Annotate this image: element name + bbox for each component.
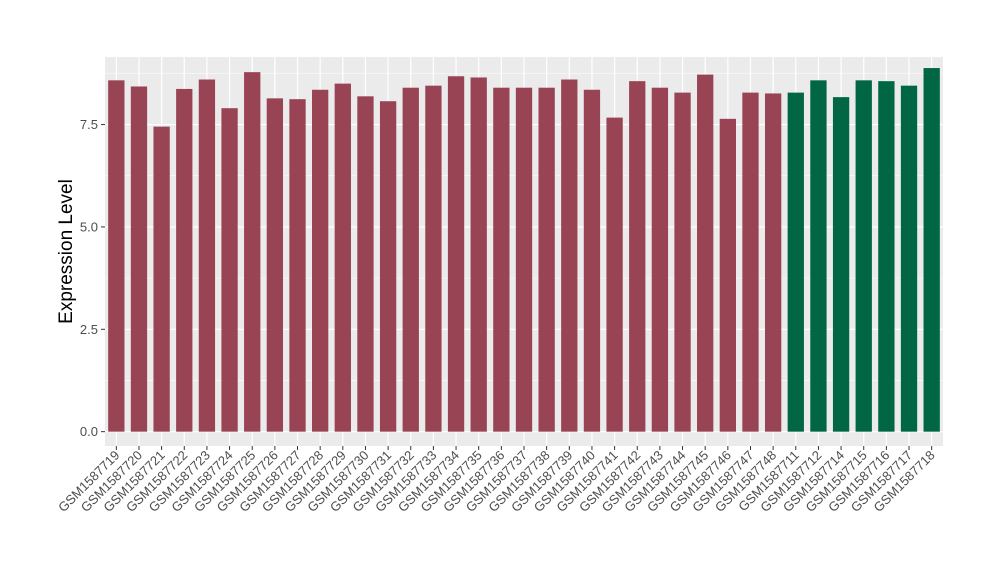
bar-GSM1587726	[266, 98, 284, 432]
bar-GSM1587732	[402, 87, 419, 432]
bar-GSM1587723	[198, 79, 216, 432]
bar-GSM1587742	[629, 81, 646, 432]
y-tick-label: 0.0	[80, 424, 98, 439]
bar-GSM1587740	[583, 89, 601, 432]
bar-GSM1587719	[108, 80, 125, 432]
bar-GSM1587746	[719, 118, 736, 432]
bar-GSM1587744	[674, 92, 691, 432]
bar-GSM1587729	[334, 83, 351, 432]
bar-GSM1587735	[470, 77, 487, 432]
y-tick-label: 5.0	[80, 219, 98, 234]
y-axis: 0.0 2.5 5.0 7.5	[80, 117, 105, 439]
bar-GSM1587724	[221, 108, 238, 432]
bar-GSM1587745	[697, 74, 714, 432]
bar-GSM1587747	[742, 92, 759, 432]
bar-GSM1587721	[153, 126, 170, 432]
y-tick-label: 2.5	[80, 322, 98, 337]
bar-GSM1587720	[130, 86, 148, 432]
bars	[108, 68, 940, 432]
bar-GSM1587728	[312, 89, 329, 432]
bar-GSM1587738	[538, 87, 555, 432]
bar-GSM1587741	[606, 117, 623, 432]
bar-GSM1587743	[651, 87, 669, 432]
bar-GSM1587714	[832, 97, 850, 432]
bar-GSM1587737	[515, 87, 533, 432]
bar-GSM1587715	[855, 80, 872, 432]
bar-GSM1587734	[447, 76, 465, 432]
bar-GSM1587733	[425, 85, 442, 432]
bar-GSM1587718	[923, 68, 940, 432]
y-tick-label: 7.5	[80, 117, 98, 132]
bar-GSM1587727	[289, 99, 306, 432]
x-axis: GSM1587719GSM1587720GSM1587721GSM1587722…	[55, 446, 938, 515]
y-axis-title: Expression Level	[56, 179, 77, 324]
bar-GSM1587731	[379, 101, 397, 432]
bar-GSM1587739	[561, 79, 578, 432]
bar-GSM1587716	[878, 81, 895, 432]
bar-GSM1587717	[900, 85, 918, 432]
bar-GSM1587736	[493, 87, 510, 432]
bar-GSM1587730	[357, 96, 374, 432]
bar-GSM1587725	[244, 72, 261, 432]
bar-GSM1587748	[764, 93, 782, 432]
bar-GSM1587711	[787, 92, 804, 432]
bar-GSM1587722	[176, 88, 193, 432]
bar-GSM1587712	[810, 80, 827, 432]
